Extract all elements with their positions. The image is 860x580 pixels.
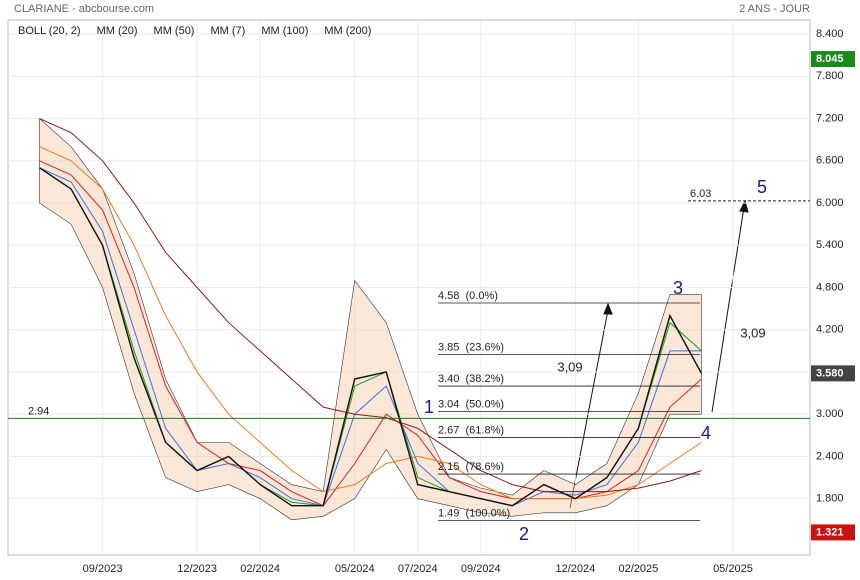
- target-label: 6.03: [690, 188, 711, 200]
- wave-label: 1: [424, 397, 434, 417]
- price-badge-label: 8.045: [816, 53, 844, 65]
- legend-entry: MM (50): [154, 25, 195, 37]
- chart-title: CLARIANE - abcbourse.com: [14, 3, 154, 15]
- bollinger-band: [39, 117, 702, 521]
- price-line: [39, 167, 703, 507]
- moving-average: [39, 146, 702, 500]
- y-tick-label: 1.800: [816, 493, 844, 505]
- fib-label: 3.85 (23.6%): [438, 341, 504, 353]
- legend-entry: BOLL (20, 2): [18, 25, 81, 37]
- fib-label: 2.67 (61.8%): [438, 424, 504, 436]
- arrow-line: [711, 206, 745, 413]
- chart-subtitle: 2 ANS - JOUR: [739, 3, 810, 15]
- fib-label: 1.49 (100.0%): [438, 507, 510, 519]
- price-badge: [811, 51, 855, 68]
- moving-average: [39, 118, 702, 493]
- x-tick-label: 05/2025: [713, 563, 753, 575]
- legend-entry: MM (200): [324, 25, 371, 37]
- arrows: [569, 199, 749, 509]
- y-tick-label: 3.000: [816, 408, 844, 420]
- measure-label: 3,09: [740, 325, 765, 340]
- y-tick-label: 6.600: [816, 155, 844, 167]
- moving-average: [39, 167, 702, 507]
- y-tick-label: 5.400: [816, 239, 844, 251]
- arrow-head: [739, 199, 749, 213]
- legend-entry: MM (20): [97, 25, 138, 37]
- fib-label: 4.58 (0.0%): [438, 290, 498, 302]
- price-badge: [811, 524, 855, 541]
- price-badge-label: 1.321: [816, 526, 844, 538]
- measure-label: 3,09: [557, 359, 582, 374]
- x-tick-label: 12/2023: [177, 563, 217, 575]
- x-tick-label: 05/2024: [335, 563, 375, 575]
- y-tick-label: 8.400: [816, 28, 844, 40]
- legend-entry: MM (100): [261, 25, 308, 37]
- wave-label: 5: [757, 177, 767, 197]
- y-tick-label: 2.400: [816, 450, 844, 462]
- x-tick-label: 09/2023: [83, 563, 123, 575]
- support-label: 2.94: [28, 405, 49, 417]
- arrow-head: [603, 302, 613, 315]
- x-tick-label: 02/2024: [240, 563, 280, 575]
- y-tick-label: 4.800: [816, 281, 844, 293]
- y-tick-label: 6.000: [816, 197, 844, 209]
- x-tick-label: 02/2025: [619, 563, 659, 575]
- wave-label: 3: [673, 278, 683, 298]
- price-badge-label: 3.580: [816, 367, 844, 379]
- arrow-line: [569, 309, 609, 509]
- fib-label: 3.40 (38.2%): [438, 373, 504, 385]
- y-tick-label: 7.200: [816, 112, 844, 124]
- wave-label: 2: [519, 524, 529, 544]
- fib-label: 3.04 (50.0%): [438, 398, 504, 410]
- y-tick-label: 7.800: [816, 70, 844, 82]
- moving-average: [39, 160, 702, 507]
- fib-label: 2.15 (78.6%): [438, 461, 504, 473]
- x-tick-label: 12/2024: [555, 563, 595, 575]
- legend-entry: MM (7): [210, 25, 245, 37]
- x-tick-label: 07/2024: [398, 563, 438, 575]
- price-badge: [811, 365, 855, 382]
- x-tick-label: 09/2024: [461, 563, 501, 575]
- y-tick-label: 4.200: [816, 324, 844, 336]
- wave-label: 4: [701, 423, 711, 443]
